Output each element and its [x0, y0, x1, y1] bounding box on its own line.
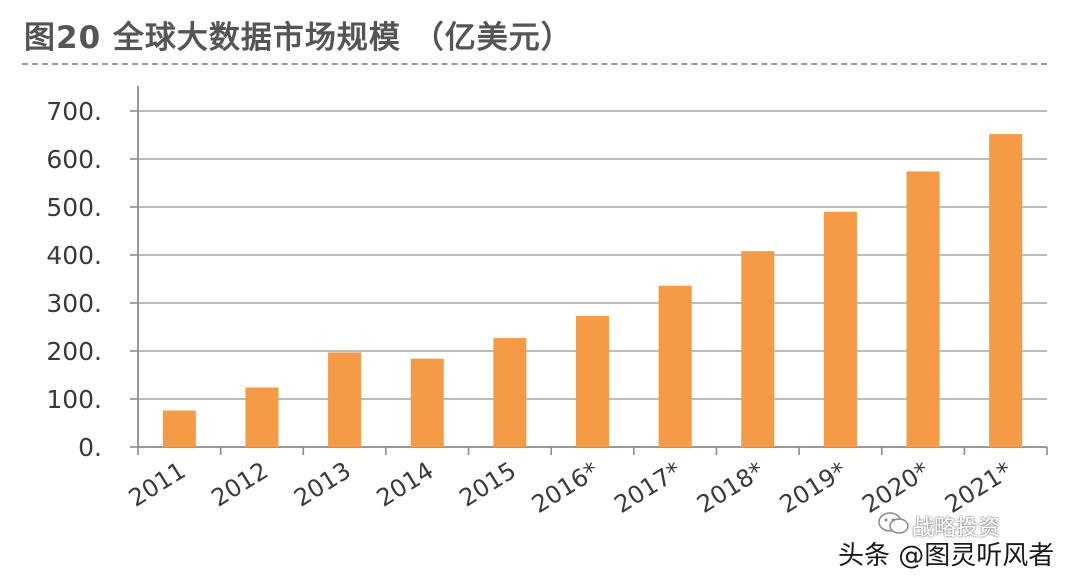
y-tick-label: 0.: [78, 433, 102, 462]
x-tick-label: 2011: [124, 456, 191, 512]
y-tick-label: 400.: [46, 241, 102, 270]
y-tick-label: 100.: [46, 385, 102, 414]
y-tick-labels: 0. 100. 200. 300. 400. 500. 600. 700.: [46, 97, 102, 462]
bar: [906, 171, 940, 448]
watermark: 头条 @图灵听风者: [838, 541, 1055, 571]
x-tick-label: 2015: [454, 456, 521, 512]
bar: [493, 338, 527, 447]
bars: [162, 134, 1023, 448]
x-tick-label: 2016*: [527, 456, 604, 518]
y-tick-label: 300.: [46, 289, 102, 318]
bar: [658, 285, 692, 447]
y-tick-label: 200.: [46, 337, 102, 366]
grid-lines: [138, 110, 1047, 400]
x-tick-label: 2013: [289, 456, 356, 512]
bar: [989, 134, 1023, 448]
watermark-subtext: 战略投资: [912, 516, 1001, 541]
bar: [575, 315, 610, 447]
x-tick-label: 2019*: [775, 456, 852, 518]
y-tick-label: 700.: [46, 97, 102, 126]
y-tick-label: 500.: [46, 193, 102, 222]
bar: [410, 358, 444, 447]
bar: [245, 387, 279, 447]
wechat-icon: [878, 512, 909, 534]
x-tick-label: 2017*: [610, 456, 687, 518]
bar: [328, 352, 362, 447]
x-tick-label: 2014: [372, 456, 439, 512]
bar: [823, 211, 857, 447]
y-tick-label: 600.: [46, 145, 102, 174]
chart-title: 图20 全球大数据市场规模 （亿美元）: [24, 20, 573, 56]
bar: [162, 410, 196, 447]
x-tick-label: 2012: [206, 456, 273, 512]
bar: [741, 251, 775, 447]
title-divider: [22, 63, 1047, 65]
x-tick-label: 2018*: [692, 456, 769, 518]
